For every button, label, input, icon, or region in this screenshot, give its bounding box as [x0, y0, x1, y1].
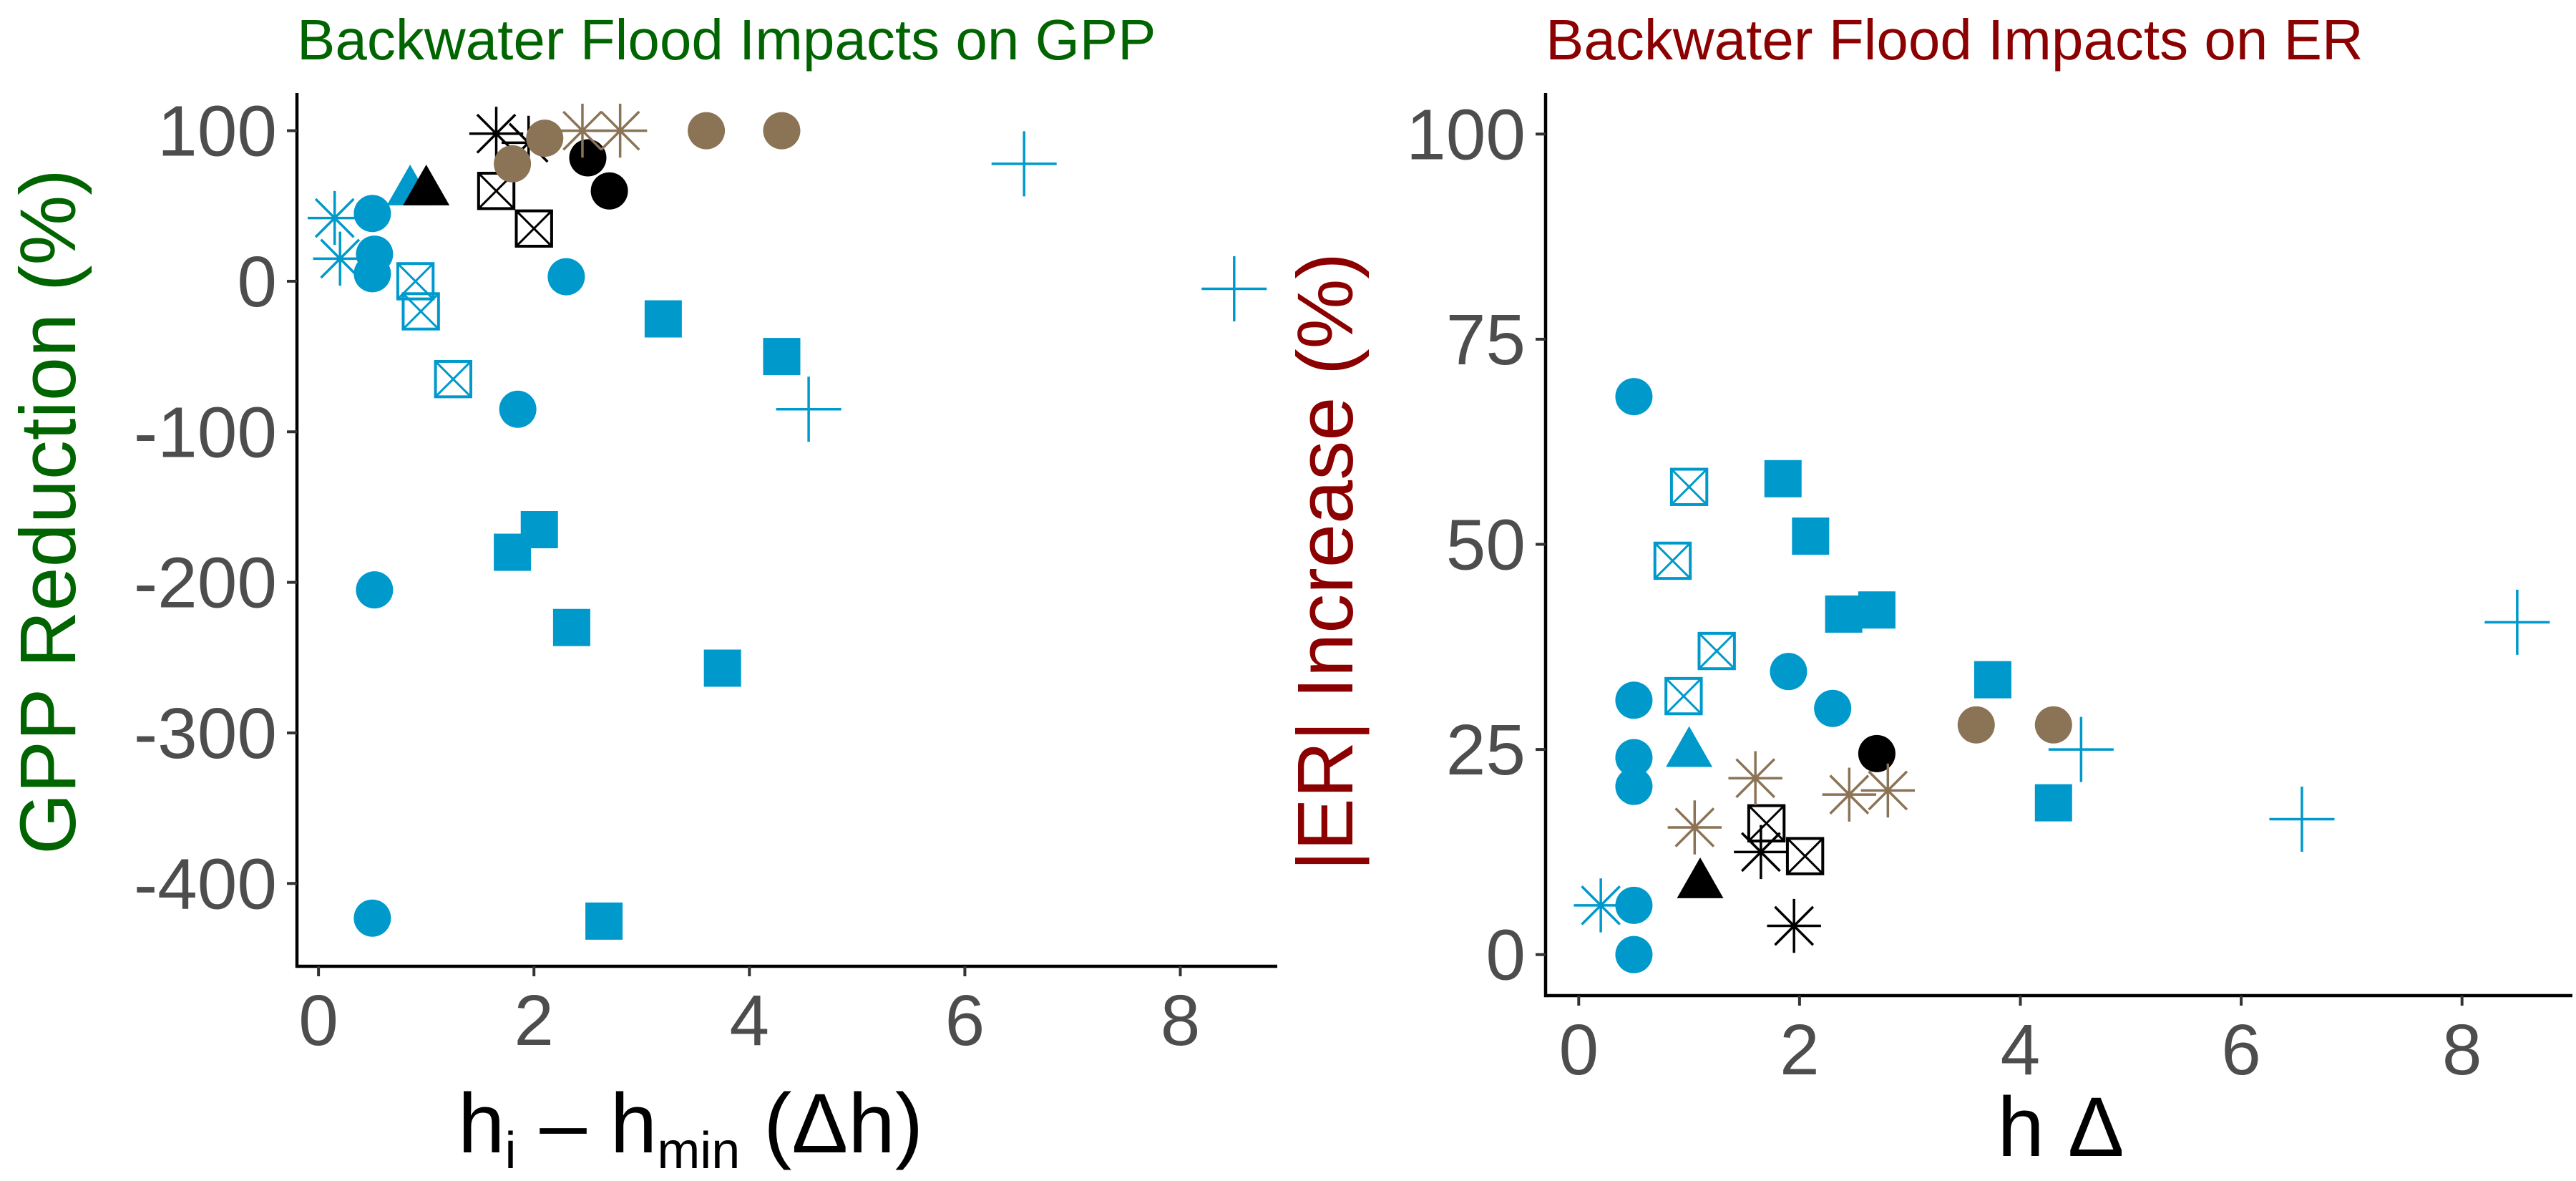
gpp-point-asterisk [592, 103, 648, 158]
er-x-axis-label: h Δ [1997, 1080, 2124, 1175]
er-point-circle [1615, 767, 1653, 805]
gpp-y-axis-label: GPP Reduction (%) [4, 169, 92, 855]
gpp-point-square [763, 338, 801, 376]
er-x-tick-label: 6 [2221, 1010, 2261, 1090]
gpp-ticks: 0 2 4 6 8 100 0 -100 -200 -300 -400 [134, 92, 1200, 1061]
gpp-chart-title: Backwater Flood Impacts on GPP [297, 8, 1156, 72]
er-point-triangle [1677, 857, 1724, 898]
gpp-y-tick-label: -300 [134, 694, 277, 774]
er-point-square [1858, 591, 1896, 629]
er-x-tick-label: 2 [1780, 1010, 1820, 1090]
gpp-point-circle [494, 145, 532, 183]
gpp-point-square [520, 511, 558, 548]
er-x-tick-label: 4 [2001, 1010, 2041, 1090]
er-point-asterisk [1574, 878, 1628, 933]
er-point-circle [1615, 886, 1653, 924]
gpp-point-circle [353, 195, 391, 233]
gpp-points [307, 103, 1267, 940]
er-point-boxx [1697, 631, 1736, 671]
gpp-y-tick-label: 100 [157, 92, 277, 172]
gpp-point-plus [776, 376, 841, 442]
gpp-point-circle [763, 112, 801, 150]
er-point-circle [1615, 935, 1653, 973]
er-point-boxx [1669, 467, 1709, 506]
er-point-circle [1615, 681, 1653, 719]
er-point-asterisk [1822, 767, 1877, 822]
gpp-point-boxx [514, 209, 553, 248]
gpp-y-tick-label: -100 [134, 392, 277, 472]
er-chart-title: Backwater Flood Impacts on ER [1546, 8, 2363, 72]
gpp-point-boxx [401, 292, 440, 331]
gpp-point-circle [590, 172, 628, 210]
er-point-square [2034, 784, 2072, 822]
er-point-square [1764, 460, 1802, 497]
er-point-plus [2484, 589, 2550, 655]
gpp-x-tick-label: 8 [1161, 981, 1201, 1061]
gpp-point-square [552, 608, 590, 646]
er-point-asterisk [1860, 763, 1916, 818]
gpp-x-tick-label: 4 [729, 981, 769, 1061]
er-point-circle [1615, 739, 1653, 777]
er-point-boxx [1664, 676, 1703, 716]
gpp-point-circle [526, 120, 564, 157]
gpp-y-tick-label: -400 [134, 844, 277, 924]
er-point-circle [1858, 734, 1896, 772]
er-point-asterisk [1728, 751, 1782, 805]
gpp-point-square [585, 902, 623, 940]
er-point-plus [2269, 787, 2335, 852]
gpp-x-tick-label: 2 [514, 981, 554, 1061]
er-ticks: 0 2 4 6 8 0 25 50 75 100 [1406, 94, 2482, 1090]
gpp-y-tick-label: -200 [134, 543, 277, 623]
gpp-point-circle [688, 112, 726, 150]
er-point-circle [1770, 653, 1807, 691]
er-y-tick-label: 75 [1446, 300, 1526, 380]
gpp-point-asterisk [469, 107, 524, 161]
er-point-boxx [1785, 837, 1825, 875]
er-point-circle [1615, 378, 1653, 416]
er-point-asterisk [1767, 898, 1821, 953]
gpp-x-tick-label: 0 [298, 981, 338, 1061]
er-x-tick-label: 0 [1558, 1010, 1599, 1090]
er-point-circle [2034, 706, 2072, 744]
er-x-tick-label: 8 [2442, 1010, 2482, 1090]
gpp-point-circle [547, 258, 585, 296]
er-y-tick-label: 25 [1446, 710, 1526, 790]
er-y-axis-label: |ER| Increase (%) [1282, 253, 1370, 871]
er-point-circle [1957, 706, 1995, 744]
gpp-point-triangle [403, 165, 450, 205]
er-y-tick-label: 100 [1406, 94, 1526, 175]
er-point-square [1825, 595, 1863, 633]
gpp-x-tick-label: 6 [945, 981, 985, 1061]
gpp-point-circle [353, 899, 391, 937]
gpp-panel: Backwater Flood Impacts on GPP GPP Reduc… [4, 8, 1277, 1180]
gpp-x-axis-label: hi – hmin (Δh) [458, 1076, 923, 1180]
gpp-point-circle [499, 390, 537, 428]
gpp-point-square [644, 300, 682, 338]
gpp-point-asterisk [313, 231, 367, 286]
gpp-point-square [703, 649, 741, 687]
gpp-point-plus [1201, 256, 1267, 321]
er-point-circle [1814, 689, 1852, 727]
gpp-point-boxx [434, 359, 472, 399]
er-point-triangle [1666, 726, 1713, 767]
er-points [1574, 378, 2550, 973]
gpp-point-plus [991, 131, 1057, 197]
er-point-asterisk [1667, 800, 1722, 855]
er-panel: Backwater Flood Impacts on ER |ER| Incre… [1282, 8, 2572, 1175]
er-point-square [1792, 517, 1830, 555]
gpp-y-tick-label: 0 [237, 242, 277, 322]
er-point-square [1974, 661, 2011, 699]
gpp-point-asterisk [307, 190, 362, 246]
gpp-point-circle [356, 571, 394, 609]
gpp-point-circle [569, 139, 607, 177]
er-point-boxx [1653, 541, 1692, 580]
er-y-tick-label: 50 [1446, 505, 1526, 585]
er-point-plus [2048, 716, 2114, 782]
gpp-point-circle [353, 255, 391, 293]
er-y-tick-label: 0 [1485, 915, 1526, 996]
er-point-asterisk [1734, 825, 1788, 880]
